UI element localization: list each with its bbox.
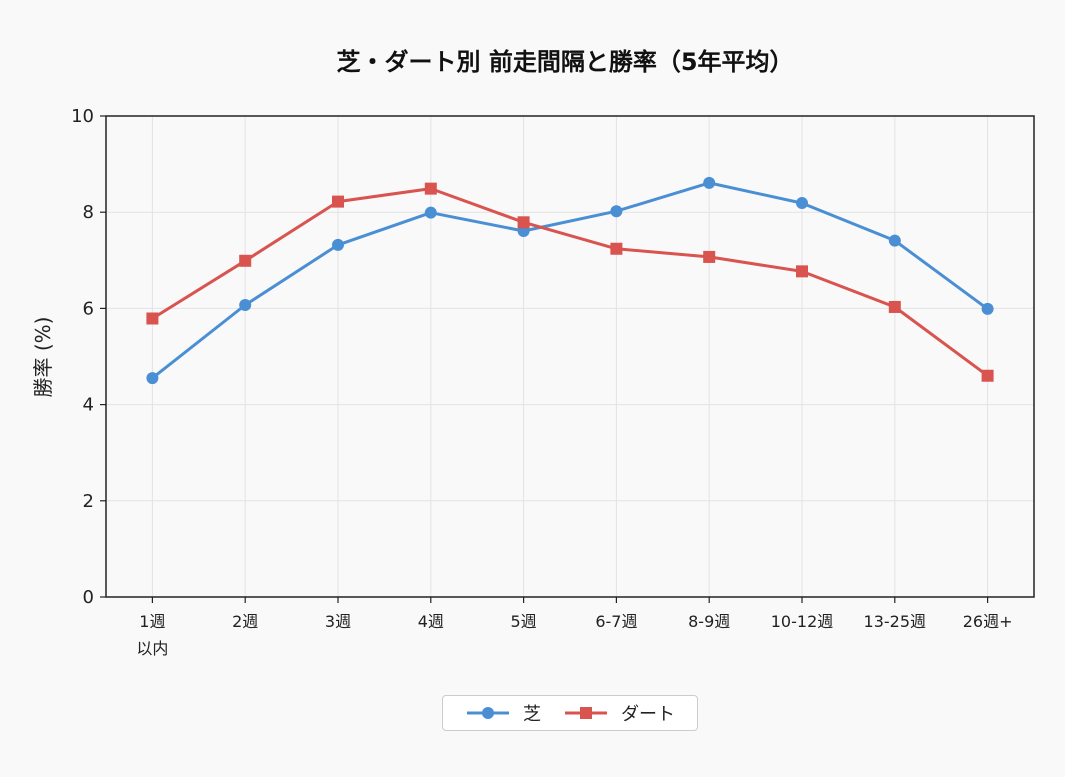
data-point-1: [239, 254, 252, 267]
x-tick-label-line: 5週: [511, 612, 537, 631]
plot-frame: [105, 115, 1035, 598]
data-point-1: [703, 250, 716, 263]
x-tick-label: 8-9週: [688, 612, 730, 631]
legend-entry-turf: 芝: [465, 700, 541, 726]
x-tick-label: 1週以内: [136, 612, 168, 658]
data-point-1: [981, 369, 994, 382]
x-tick-label-line: 13-25週: [864, 612, 927, 631]
data-point-0: [703, 176, 716, 189]
legend-entry-dirt: ダート: [563, 700, 675, 726]
data-point-1: [146, 312, 159, 325]
x-tick-label: 2週: [232, 612, 258, 631]
y-tick-label: 10: [71, 106, 94, 127]
y-tick-label: 4: [83, 395, 94, 416]
x-tick-label-line: 6-7週: [595, 612, 637, 631]
series-layer: [146, 176, 994, 385]
series-line-1: [151, 187, 989, 377]
data-point-0: [796, 197, 808, 210]
data-point-1: [517, 216, 530, 229]
x-tick-label: 4週: [418, 612, 444, 631]
data-point-0: [888, 234, 901, 247]
data-point-1: [796, 265, 808, 278]
legend-label-dirt: ダート: [621, 704, 675, 725]
x-tick-label: 10-12週: [771, 612, 834, 631]
series-line-0: [151, 181, 989, 380]
data-point-1: [888, 300, 901, 313]
x-tick-label-line: 4週: [418, 612, 444, 631]
axes: 0 2 4 6 8 10 1週以内 2週 3週 4週 5週 6-7週 8-9週 10-12週 13-25週 2…: [71, 106, 1012, 658]
x-tick-label: 26週+: [963, 612, 1013, 631]
data-point-0: [239, 299, 252, 312]
x-tick-label: 3週: [325, 612, 351, 631]
data-point-1: [424, 182, 437, 195]
x-tick-label-line: 8-9週: [688, 612, 730, 631]
x-tick-label-line: 26週+: [963, 612, 1013, 631]
x-tick-label-line: 3週: [325, 612, 351, 631]
y-axis-label: 勝率 (%): [31, 317, 55, 398]
data-point-0: [610, 205, 623, 218]
data-point-0: [981, 302, 994, 315]
x-tick-label-line: 2週: [232, 612, 258, 631]
x-tick-label: 6-7週: [595, 612, 637, 631]
square-marker-icon: [565, 707, 607, 719]
y-tick-label: 2: [83, 491, 94, 512]
data-point-0: [146, 372, 159, 385]
data-point-1: [610, 242, 623, 255]
x-tick-label-line: 以内: [136, 639, 168, 658]
legend: 芝 ダート: [442, 695, 698, 731]
x-tick-label-line: 1週: [139, 612, 165, 631]
x-tick-label-line: 10-12週: [771, 612, 834, 631]
circle-marker-icon: [467, 707, 509, 719]
data-point-0: [332, 238, 344, 251]
y-tick-label: 0: [83, 587, 94, 608]
x-tick-label: 13-25週: [864, 612, 927, 631]
chart-title: 芝・ダート別 前走間隔と勝率（5年平均）: [336, 48, 793, 76]
y-tick-label: 8: [83, 202, 94, 223]
legend-label-turf: 芝: [523, 704, 541, 725]
x-tick-label: 5週: [511, 612, 537, 631]
grid: [106, 115, 1034, 598]
data-point-1: [332, 195, 344, 208]
data-point-0: [424, 206, 437, 219]
y-tick-label: 6: [83, 298, 94, 319]
